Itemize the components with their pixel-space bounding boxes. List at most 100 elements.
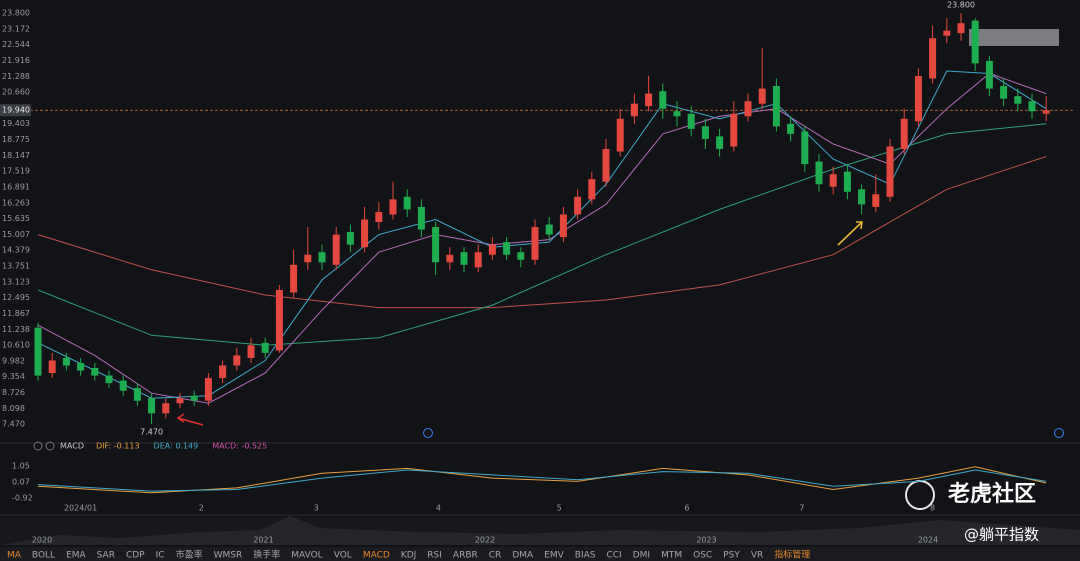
- price-annotation: 23.800: [947, 1, 975, 10]
- candle-body: [261, 342, 269, 353]
- indicator-tab[interactable]: CDP: [126, 551, 145, 561]
- candle-body: [517, 252, 525, 260]
- event-icon: [423, 428, 433, 438]
- watermark-brand: 老虎社区: [947, 481, 1036, 507]
- candle-body: [829, 174, 837, 187]
- candle-body: [389, 199, 397, 215]
- candle-body: [630, 103, 638, 117]
- y-tick-label: 18.775: [2, 135, 30, 144]
- candle-body: [971, 20, 979, 64]
- indicator-tab[interactable]: KDJ: [401, 551, 417, 561]
- macd-tick-label: 0.07: [12, 477, 30, 486]
- indicator-tab[interactable]: DMI: [633, 551, 650, 561]
- macd-legend: DEA: 0.149: [154, 442, 199, 451]
- indicator-tab[interactable]: WMSR: [214, 551, 243, 561]
- candle-body: [247, 345, 255, 358]
- y-tick-label: 11.867: [2, 309, 30, 318]
- candle-body: [659, 91, 667, 109]
- candle-body: [375, 211, 383, 222]
- indicator-tab[interactable]: VR: [751, 551, 763, 561]
- indicator-tab[interactable]: OSC: [693, 551, 712, 561]
- indicator-tab[interactable]: EMV: [544, 551, 564, 561]
- panel-icon[interactable]: [45, 441, 55, 451]
- candle-body: [62, 357, 70, 366]
- indicator-tab[interactable]: VOL: [334, 551, 352, 561]
- x-tick-label: 6: [684, 504, 689, 513]
- candle-body: [687, 113, 695, 129]
- indicator-tab[interactable]: IC: [156, 551, 165, 561]
- x-tick-label: 2: [199, 504, 204, 513]
- candle-body: [616, 118, 624, 152]
- candle-body: [673, 111, 681, 117]
- y-tick-label: 16.263: [2, 198, 30, 207]
- candle-body: [815, 161, 823, 185]
- candle-body: [148, 398, 156, 414]
- indicator-tab[interactable]: ARBR: [453, 551, 478, 561]
- indicator-tab[interactable]: SAR: [97, 551, 115, 561]
- indicator-tab[interactable]: EMA: [66, 551, 86, 561]
- y-tick-label: 19.403: [2, 119, 30, 128]
- y-tick-label: 9.982: [2, 356, 25, 365]
- indicator-tab[interactable]: 换手率: [253, 549, 280, 561]
- candle-body: [744, 101, 752, 117]
- indicator-tab[interactable]: PSY: [723, 551, 740, 561]
- indicator-tab[interactable]: CR: [489, 551, 502, 561]
- x-tick-label: 8: [930, 504, 935, 513]
- indicator-tab[interactable]: 指标管理: [774, 549, 810, 561]
- event-icon: [1054, 428, 1064, 438]
- last-price-label: 19.940: [2, 106, 30, 115]
- candle-body: [275, 289, 283, 351]
- candle-body: [559, 214, 567, 238]
- candle-body: [772, 86, 780, 127]
- y-tick-label: 21.288: [2, 72, 30, 81]
- candle-body: [403, 196, 411, 210]
- candle-body: [1028, 101, 1036, 112]
- y-tick-label: 7.470: [2, 420, 25, 429]
- candle-body: [957, 23, 965, 34]
- indicator-tab[interactable]: MA: [7, 551, 22, 561]
- indicator-tab[interactable]: MACD: [363, 551, 390, 561]
- navigator-label: 2020: [32, 536, 52, 545]
- indicator-tab[interactable]: MAVOL: [291, 551, 322, 561]
- candle-body: [716, 136, 724, 149]
- candle-body: [929, 38, 937, 79]
- candle-body: [361, 219, 369, 248]
- y-tick-label: 20.660: [2, 88, 30, 97]
- candle-body: [503, 242, 511, 255]
- red-arrow: [176, 413, 204, 426]
- candle-body: [190, 395, 198, 401]
- candle-body: [801, 131, 809, 165]
- indicator-tab[interactable]: CCI: [606, 551, 621, 561]
- candle-body: [858, 189, 866, 205]
- navigator-label: 2024: [918, 536, 938, 545]
- indicator-tab[interactable]: BOLL: [32, 551, 55, 561]
- indicator-tab[interactable]: RSI: [427, 551, 442, 561]
- indicator-tab[interactable]: DMA: [512, 551, 534, 561]
- yellow-arrow: [837, 221, 863, 246]
- candle-body: [943, 30, 951, 36]
- navigator-label: 2023: [696, 536, 716, 545]
- candle-body: [133, 388, 141, 401]
- indicator-tab[interactable]: MTM: [661, 551, 682, 561]
- candle-body: [446, 254, 454, 263]
- last-price-box: [0, 104, 31, 117]
- overlay-box: [969, 29, 1059, 46]
- x-tick-label: 4: [436, 504, 441, 513]
- candle-body: [1014, 96, 1022, 104]
- y-tick-label: 10.610: [2, 341, 30, 350]
- candle-body: [233, 355, 241, 366]
- indicator-tab[interactable]: BIAS: [575, 551, 596, 561]
- indicator-tab[interactable]: 市盈率: [176, 549, 203, 561]
- y-tick-label: 23.800: [2, 9, 30, 18]
- y-tick-label: 14.379: [2, 246, 30, 255]
- candle-body: [332, 234, 340, 265]
- candle-body: [914, 75, 922, 122]
- y-tick-label: 12.495: [2, 293, 30, 302]
- panel-icon[interactable]: [33, 441, 43, 451]
- candle-body: [645, 93, 653, 107]
- candle-body: [77, 362, 85, 371]
- candle-body: [219, 365, 227, 379]
- candle-body: [1042, 110, 1050, 114]
